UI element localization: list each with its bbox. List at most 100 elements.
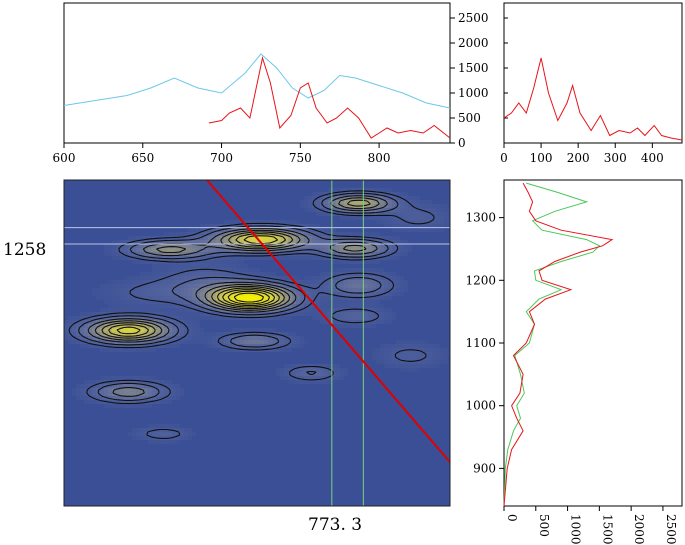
contour-map-cell [404, 212, 408, 216]
contour-map-cell [276, 316, 280, 320]
contour-map-cell [132, 404, 136, 408]
contour-map-cell [436, 216, 440, 220]
contour-map-cell [168, 284, 172, 288]
contour-map-cell [100, 380, 104, 384]
contour-map-panel[interactable] [63, 179, 452, 507]
contour-map-cell [308, 204, 312, 208]
contour-map-cell [228, 296, 232, 300]
contour-map-cell [448, 208, 450, 212]
contour-map-cell [128, 396, 132, 400]
contour-map-cell [208, 292, 212, 296]
contour-map-cell [232, 244, 236, 248]
contour-map-cell [312, 304, 316, 308]
contour-map-cell [328, 208, 332, 212]
contour-map-cell [228, 272, 232, 276]
contour-map-cell [144, 260, 148, 264]
contour-map-cell [344, 304, 348, 308]
contour-map-cell [364, 312, 368, 316]
contour-map-cell [96, 388, 100, 392]
contour-map-cell [388, 236, 392, 240]
contour-map-cell [348, 308, 352, 312]
contour-map-cell [296, 380, 300, 384]
contour-map-cell [124, 252, 128, 256]
contour-map-cell [380, 196, 384, 200]
contour-map-cell [168, 304, 172, 308]
contour-map-cell [120, 292, 124, 296]
contour-map-cell [348, 204, 352, 208]
contour-map-cell [120, 384, 124, 388]
contour-map-cell [116, 292, 120, 296]
contour-map-cell [156, 424, 160, 428]
contour-map-cell [188, 428, 192, 432]
contour-map-cell [280, 244, 284, 248]
contour-map-cell [148, 392, 152, 396]
contour-map-cell [408, 344, 412, 348]
contour-map-cell [172, 428, 176, 432]
contour-map-cell [152, 296, 156, 300]
contour-map-cell [440, 352, 444, 356]
contour-map-cell [124, 312, 128, 316]
contour-map-cell [380, 268, 384, 272]
contour-map-cell [196, 324, 200, 328]
contour-map-cell [312, 192, 316, 196]
contour-map-cell [92, 292, 96, 296]
contour-map-cell [132, 332, 136, 336]
contour-map-cell [388, 316, 392, 320]
contour-map-cell [356, 200, 360, 204]
contour-map-cell [140, 272, 144, 276]
cursor-lines[interactable] [64, 180, 450, 506]
contour-map-cell [400, 364, 404, 368]
contour-map-cell [260, 288, 264, 292]
contour-map-cell [320, 308, 324, 312]
contour-map-cell [140, 428, 144, 432]
contour-map-cell [144, 296, 148, 300]
contour-map-cell [84, 392, 88, 396]
contour-map-cell [160, 240, 164, 244]
contour-map-cell [328, 312, 332, 316]
contour-map-cell [168, 332, 172, 336]
contour-map-cell [360, 316, 364, 320]
contour-map-cell [324, 212, 328, 216]
right-x-tick-label: 0 [505, 514, 519, 522]
contour-map-cell [388, 216, 392, 220]
contour-map-cell [224, 244, 228, 248]
contour-map-cell [144, 256, 148, 260]
contour-map-cell [336, 300, 340, 304]
contour-map-cell [192, 296, 196, 300]
contour-map-cell [336, 284, 340, 288]
contour-map-cell [372, 280, 376, 284]
contour-map-cell [412, 216, 416, 220]
top-panel-frame [63, 2, 451, 144]
contour-map-cell [156, 276, 160, 280]
contour-map-cell [416, 228, 420, 232]
contour-map-cell [304, 236, 308, 240]
contour-map-cell [192, 256, 196, 260]
contour-map-cell [440, 360, 444, 364]
contour-map-cell [320, 204, 324, 208]
contour-map-cell [172, 288, 176, 292]
contour-map-cell [316, 380, 320, 384]
contour-map-cell [256, 316, 260, 320]
contour-map-cell [252, 328, 256, 332]
contour-map-cell [260, 272, 264, 276]
contour-map-cell [288, 224, 292, 228]
contour-map-cell [188, 272, 192, 276]
contour-map-cell [168, 308, 172, 312]
contour-map-frame [63, 179, 451, 507]
contour-map-cell [260, 340, 264, 344]
contour-map-cell [288, 276, 292, 280]
contour-map-cell [280, 296, 284, 300]
contour-map-cell [132, 348, 136, 352]
contour-map-cell [216, 280, 220, 284]
top-y-tick-label: 2500 [458, 11, 489, 25]
contour-map-cell [88, 388, 92, 392]
contour-map-cell [440, 348, 444, 352]
contour-map-cell [380, 208, 384, 212]
contour-map-cell [272, 228, 276, 232]
contour-map-cell [372, 216, 376, 220]
contour-map-cell [356, 284, 360, 288]
contour-map-cell [348, 268, 352, 272]
contour-map-cell [72, 392, 76, 396]
top-x-tick-label: 700 [210, 151, 233, 165]
contour-map-cell [432, 228, 436, 232]
